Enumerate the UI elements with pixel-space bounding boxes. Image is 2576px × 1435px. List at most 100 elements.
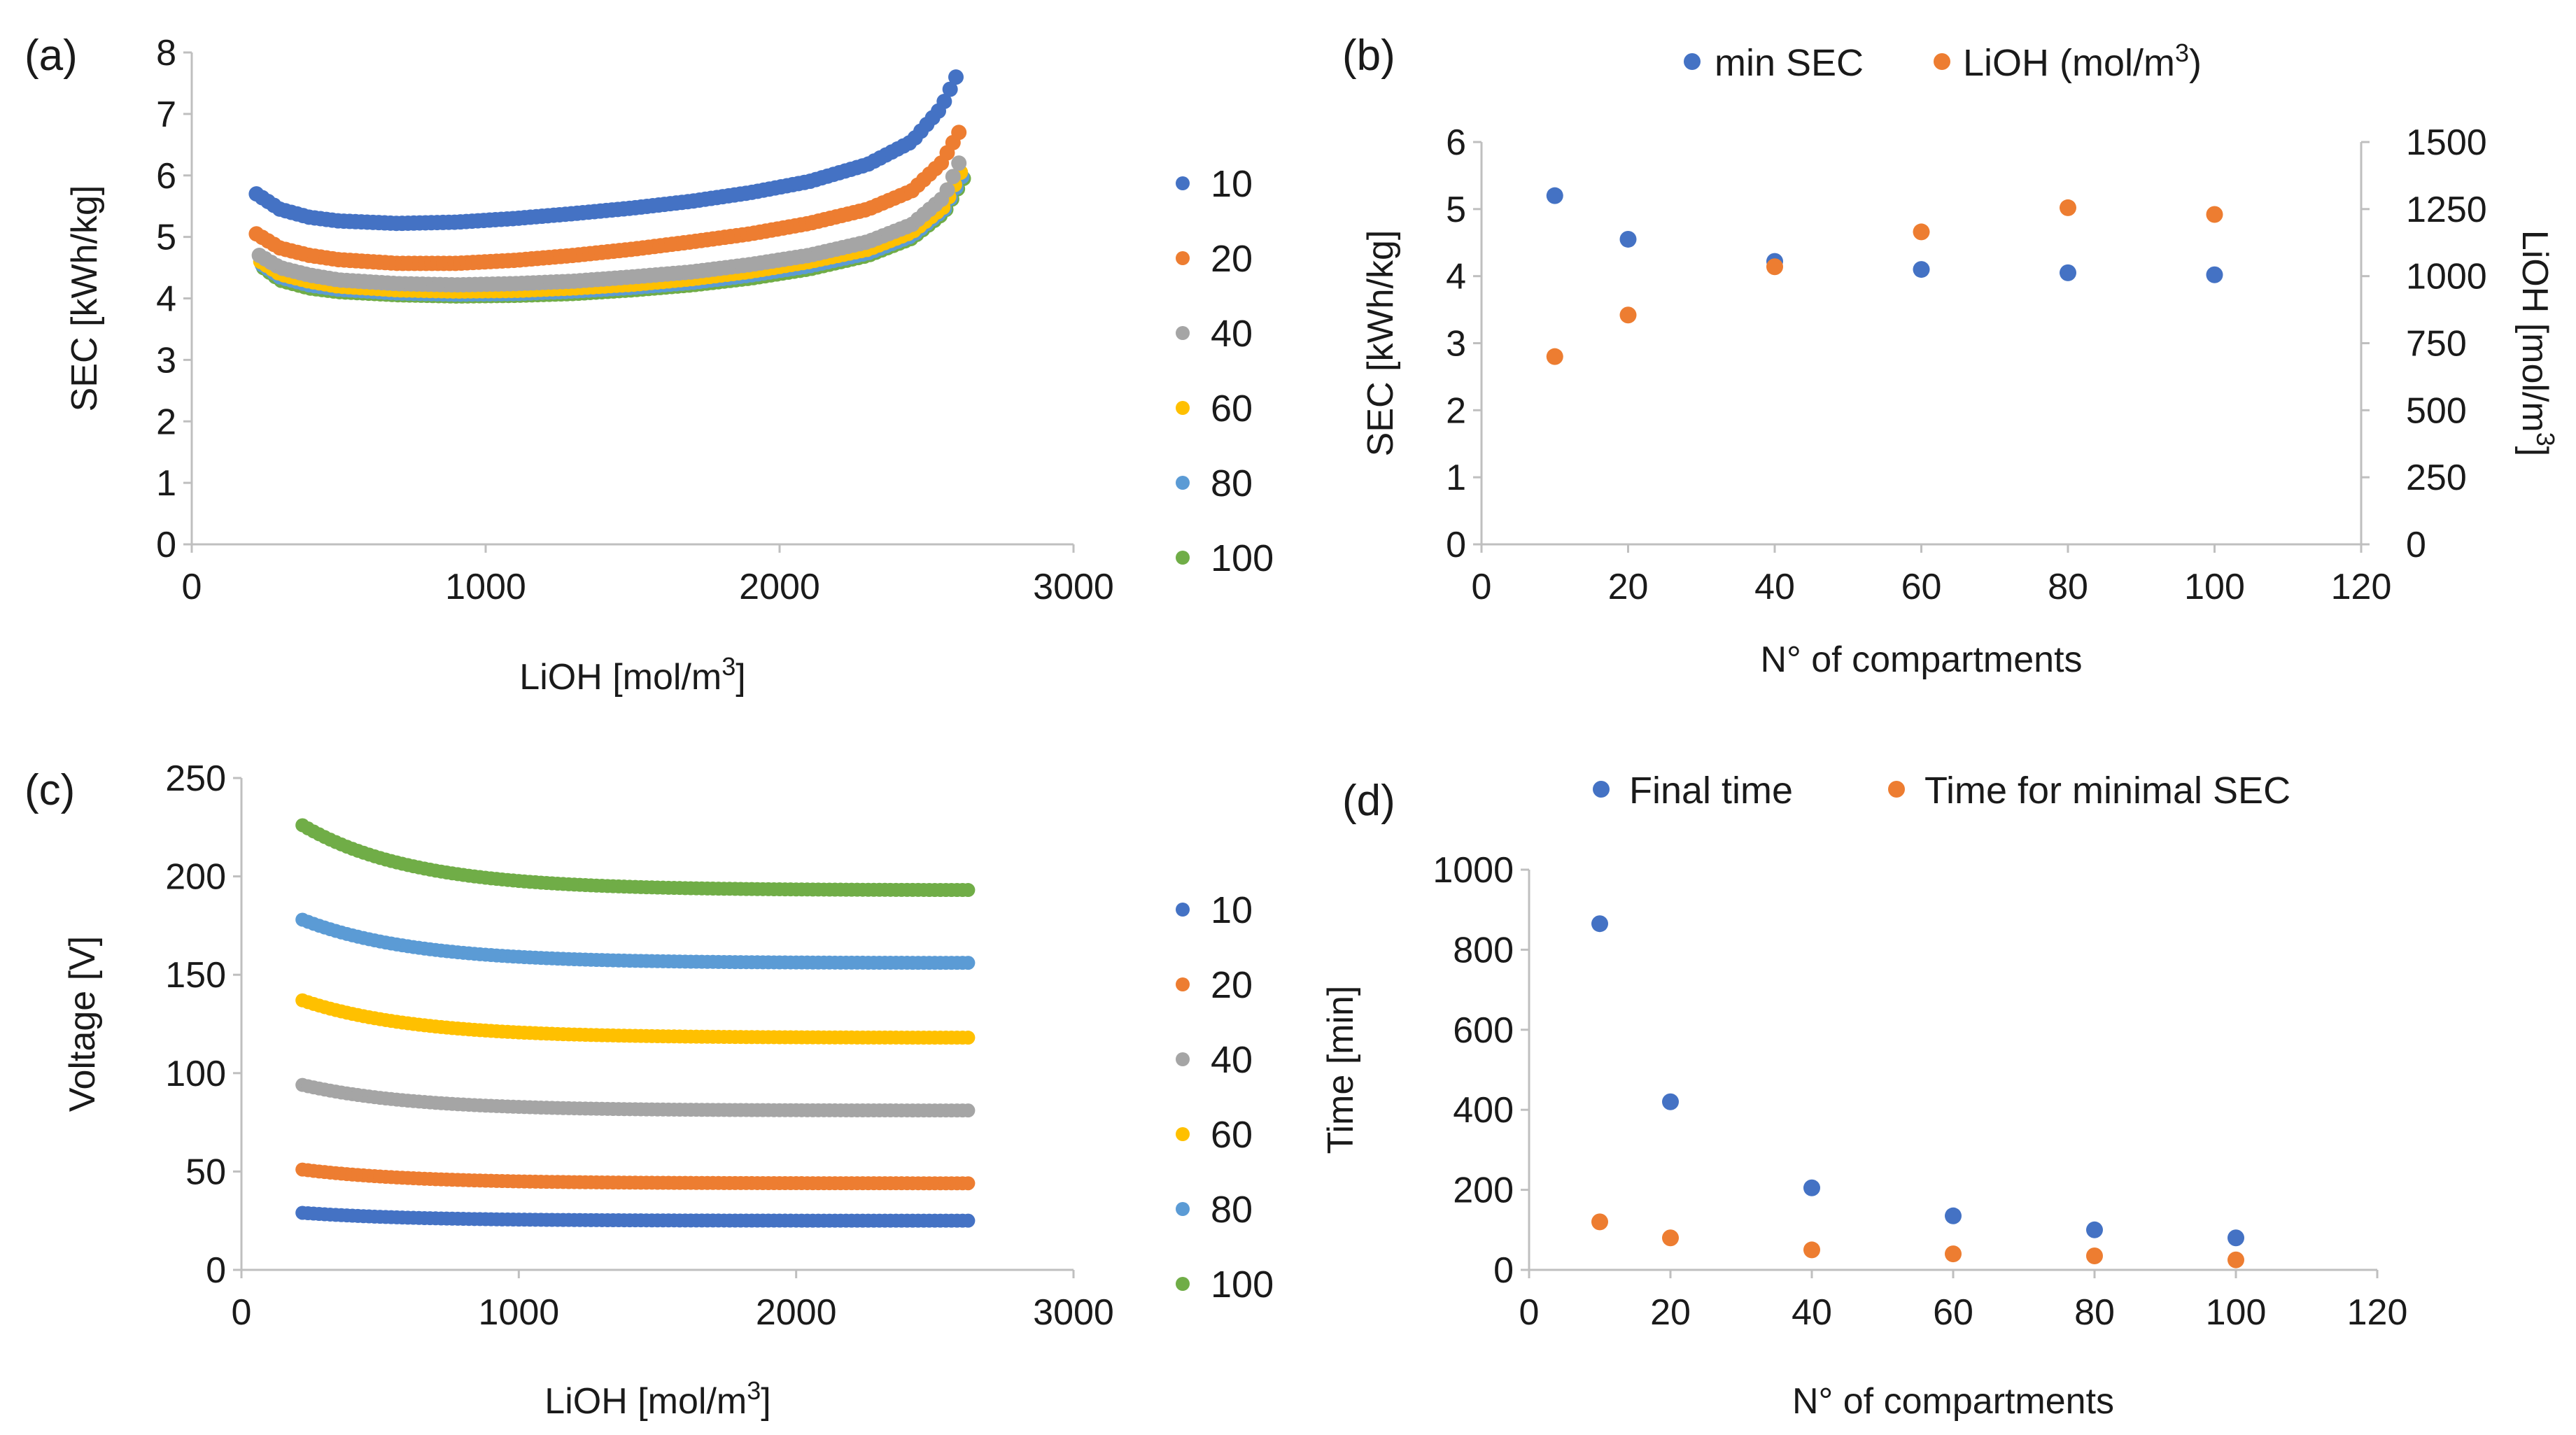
y-tick-label: 7 [156, 94, 176, 135]
series-60-point [961, 1031, 976, 1045]
x-axis-label: N° of compartments [1792, 1381, 2114, 1422]
y2-tick-label: 0 [2406, 525, 2426, 565]
y-tick-label: 1000 [1433, 850, 1514, 891]
y-tick-label: 0 [206, 1250, 226, 1291]
min-sec-point [1619, 230, 1637, 248]
y-tick-label: 6 [1446, 122, 1466, 163]
y-tick-label: 150 [165, 955, 226, 996]
series-100-point [961, 883, 976, 898]
x-axis-label-main: LiOH [mol/m [544, 1381, 747, 1422]
final-time-point [2227, 1229, 2244, 1247]
min-sec-point [2206, 266, 2223, 283]
min-sec-time-point [1662, 1229, 1679, 1247]
legend-marker-40 [1176, 1052, 1190, 1066]
legend-label-20: 20 [1211, 238, 1253, 280]
legend-label-min-sec: min SEC [1715, 42, 1864, 84]
legend-label-60: 60 [1211, 1114, 1253, 1156]
min-sec-time-point [2086, 1247, 2103, 1264]
legend-label-lioh-sup: 3 [2175, 38, 2189, 67]
y-tick-label: 100 [165, 1054, 226, 1094]
x-tick-label: 0 [232, 1292, 252, 1333]
x-tick-label: 40 [1754, 567, 1795, 607]
y-tick-label: 800 [1453, 930, 1514, 970]
y-tick-label: 0 [156, 525, 176, 565]
min-sec-time-point [1945, 1245, 1962, 1263]
y-tick-label: 1 [1446, 458, 1466, 498]
legend-marker-60 [1176, 1127, 1190, 1141]
panel-letter-a: (a) [24, 31, 78, 80]
x-tick-label: 0 [182, 567, 202, 607]
series-40-point [939, 182, 955, 198]
x-tick-label: 2000 [756, 1292, 837, 1333]
x-axis-label-end: ] [736, 657, 745, 698]
y-tick-label: 200 [165, 857, 226, 898]
x-axis-label: LiOH [mol/m3] [519, 652, 745, 698]
panel-letter-b: (b) [1342, 31, 1395, 80]
x-tick-label: 120 [2347, 1292, 2408, 1333]
legend-label-20: 20 [1211, 964, 1253, 1006]
legend-label-40: 40 [1211, 1039, 1253, 1081]
x-tick-label: 60 [1933, 1292, 1973, 1333]
x-tick-label: 100 [2206, 1292, 2267, 1333]
legend-marker-time-min-sec [1888, 781, 1905, 798]
y2-axis-label-sup: 3 [2531, 432, 2560, 446]
legend-marker-final-time [1593, 781, 1610, 798]
y-tick-label: 1 [156, 463, 176, 504]
chart-c: 0 1000 2000 3000 0 50 100 150 200 250 LiOH [mol/m3… [62, 758, 1274, 1422]
final-time-point [2086, 1221, 2103, 1238]
y2-tick-label: 500 [2406, 390, 2467, 431]
x-tick-label: 3000 [1033, 567, 1114, 607]
y-tick-label: 5 [156, 218, 176, 258]
legend-label-10: 10 [1211, 163, 1253, 205]
y-axis-label: Voltage [V] [62, 936, 103, 1112]
legend-label-40: 40 [1211, 313, 1253, 355]
series-40-point [951, 155, 967, 171]
legend-label-60: 60 [1211, 388, 1253, 430]
x-tick-label: 20 [1608, 567, 1649, 607]
y-tick-label: 50 [185, 1152, 226, 1192]
legend-label-final-time: Final time [1629, 770, 1793, 812]
legend-marker-80 [1176, 476, 1190, 490]
x-tick-label: 3000 [1033, 1292, 1114, 1333]
panel-letter-d: (d) [1342, 777, 1395, 825]
y-tick-label: 5 [1446, 190, 1466, 230]
x-axis-label-sup: 3 [722, 652, 736, 681]
legend-marker-40 [1176, 326, 1190, 340]
y2-axis-label-end: ] [2514, 446, 2555, 456]
legend-marker-60 [1176, 401, 1190, 415]
x-tick-label: 40 [1792, 1292, 1832, 1333]
y2-axis-label: LiOH [mol/m3] [2514, 230, 2560, 456]
x-tick-label: 80 [2074, 1292, 2115, 1333]
legend-label-100: 100 [1211, 537, 1274, 579]
final-time-point [1945, 1207, 1962, 1224]
y-tick-label: 6 [156, 156, 176, 197]
x-tick-label: 60 [1901, 567, 1942, 607]
lioh-point [1913, 223, 1930, 241]
min-sec-time-point [2227, 1251, 2244, 1268]
lioh-point [2060, 199, 2076, 216]
x-tick-label: 1000 [445, 567, 526, 607]
y-axis-label: SEC [kWh/kg] [64, 185, 105, 412]
lioh-point [2206, 206, 2223, 223]
legend-marker-20 [1176, 977, 1190, 991]
y-axis-label: SEC [kWh/kg] [1360, 230, 1401, 457]
lioh-point [1766, 258, 1783, 276]
legend-marker-10 [1176, 176, 1190, 190]
min-sec-point [1913, 261, 1930, 278]
x-axis-label: N° of compartments [1760, 639, 2082, 680]
y-axis-label: Time [min] [1321, 986, 1361, 1154]
x-tick-label: 100 [2184, 567, 2245, 607]
y-tick-label: 2 [1446, 390, 1466, 431]
x-tick-label: 20 [1650, 1292, 1691, 1333]
legend-label-time-min-sec: Time for minimal SEC [1924, 770, 2290, 812]
y2-tick-label: 1000 [2406, 257, 2487, 297]
legend-label-lioh: LiOH (mol/m3) [1963, 38, 2202, 84]
final-time-point [1662, 1093, 1679, 1110]
x-axis-label-main: LiOH [mol/m [519, 657, 722, 698]
legend-label-100: 100 [1211, 1264, 1274, 1306]
x-axis-label: LiOH [mol/m3] [544, 1376, 770, 1422]
legend-label-80: 80 [1211, 462, 1253, 504]
series-20-point [951, 125, 967, 141]
